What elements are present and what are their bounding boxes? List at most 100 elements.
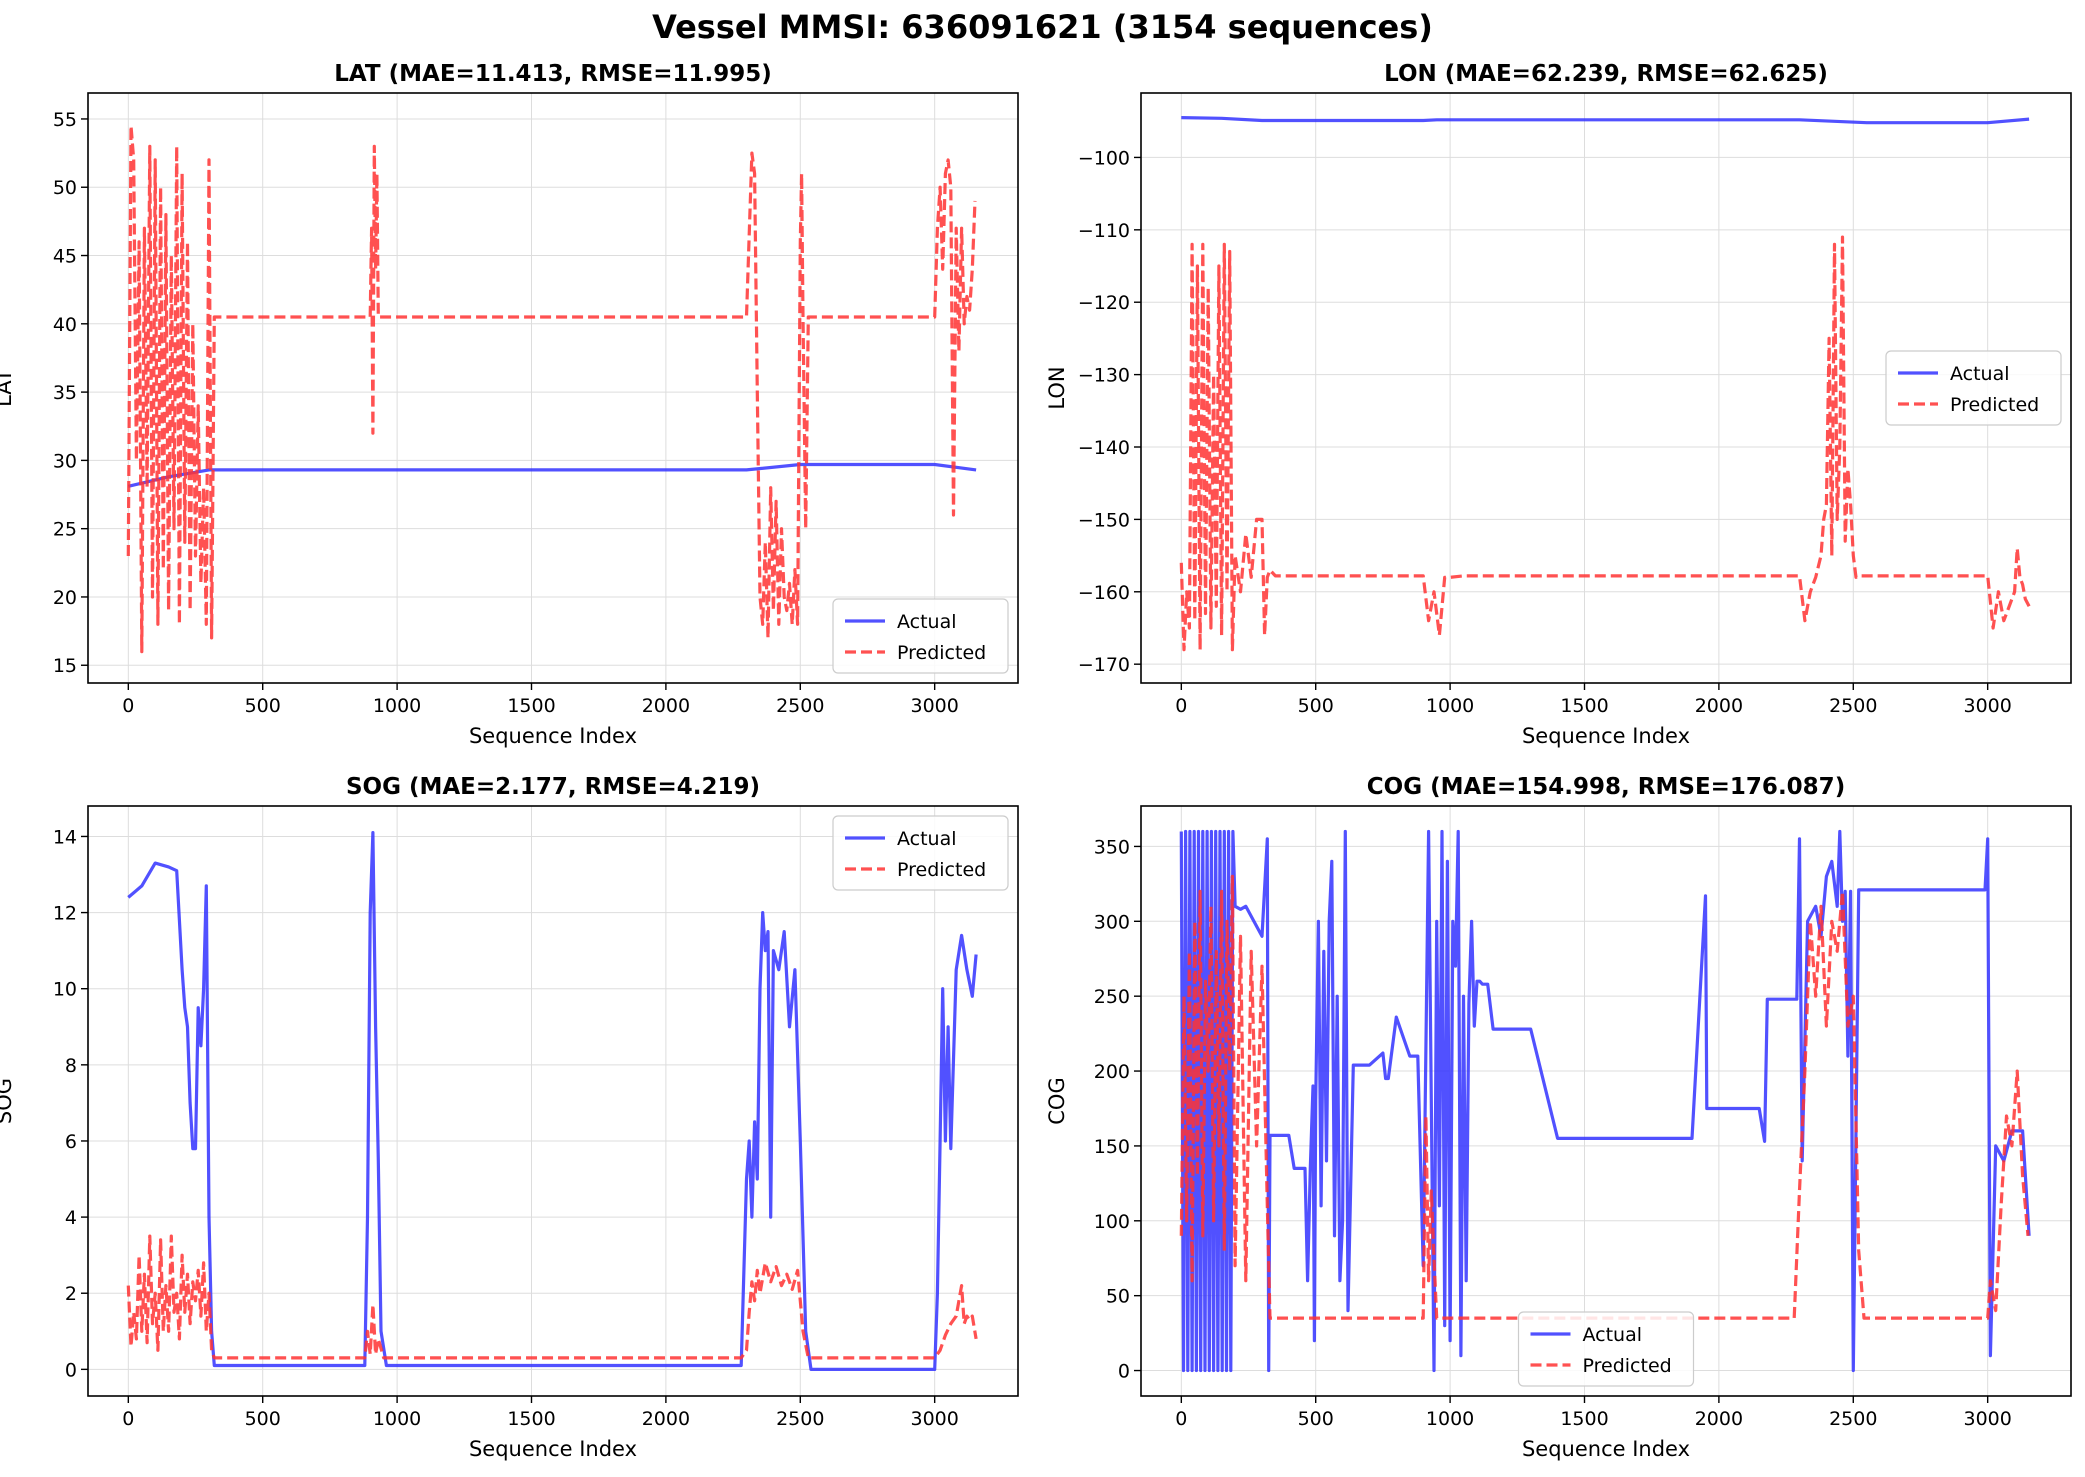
legend-label-predicted: Predicted	[1950, 394, 2039, 416]
y-tick-label: 6	[65, 1131, 77, 1153]
y-tick-label: −140	[1078, 437, 1130, 459]
y-tick-label: 250	[1094, 986, 1130, 1008]
legend-label-actual: Actual	[1950, 363, 2010, 385]
axes-frame	[1140, 92, 2072, 684]
x-axis-label: Sequence Index	[1522, 1437, 1690, 1461]
y-tick-label: −110	[1078, 220, 1130, 242]
x-tick-label: 2500	[776, 1408, 824, 1430]
legend-label-predicted: Predicted	[1583, 1355, 1672, 1377]
panel-lon: 0 500 1000 1500 2000 2500 3000 −170 −160 −150 −140…	[1045, 61, 2072, 748]
y-axis-label: SOG	[0, 1078, 16, 1124]
y-tick-label: −100	[1078, 147, 1130, 169]
panel-sog: 0 500 1000 1500 2000 2500 3000 0 2 4 6 8 10 12 14 SOG (…	[0, 774, 1019, 1461]
x-tick-label: 1000	[373, 695, 421, 717]
legend: Actual Predicted	[832, 598, 1009, 674]
y-tick-label: 350	[1094, 836, 1130, 858]
y-tick-label: 150	[1094, 1136, 1130, 1158]
y-tick-label: 50	[53, 177, 77, 199]
y-tick-label: 8	[65, 1055, 77, 1077]
x-tick-label: 1500	[1560, 1408, 1608, 1430]
y-tick-label: 2	[65, 1283, 77, 1305]
x-tick-label: 1000	[373, 1408, 421, 1430]
series-line-actual	[127, 830, 978, 1372]
legend: Actual Predicted	[1517, 1311, 1695, 1387]
y-tick-label: 20	[53, 587, 77, 609]
y-tick-label: 40	[53, 314, 77, 336]
x-tick-label: 3000	[1963, 695, 2011, 717]
y-tick-label: 45	[53, 246, 77, 268]
legend-label-actual: Actual	[897, 828, 957, 850]
x-tick-label: 1500	[1560, 695, 1608, 717]
y-tick-label: 14	[53, 826, 77, 848]
x-tick-label: 3000	[910, 695, 958, 717]
x-tick-label: 500	[1298, 695, 1334, 717]
y-tick-label: 300	[1094, 911, 1130, 933]
y-tick-label: 12	[53, 903, 77, 925]
x-tick-label: 0	[1175, 695, 1187, 717]
axes-frame	[87, 805, 1019, 1397]
x-tick-label: 1500	[507, 1408, 555, 1430]
x-tick-label: 1000	[1426, 695, 1474, 717]
y-tick-label: 35	[53, 382, 77, 404]
x-tick-label: 500	[245, 1408, 281, 1430]
x-tick-label: 1000	[1426, 1408, 1474, 1430]
y-tick-label: 10	[53, 979, 77, 1001]
series-line-actual	[1181, 116, 2030, 125]
y-tick-label: −160	[1078, 582, 1130, 604]
panel-lat: 0 500 1000 1500 2000 2500 3000 15 20 25 30 35 40 45 50…	[0, 61, 1019, 748]
x-axis-label: Sequence Index	[469, 1437, 637, 1461]
y-tick-label: −120	[1078, 292, 1130, 314]
y-tick-label: 25	[53, 519, 77, 541]
x-tick-label: 500	[1298, 1408, 1334, 1430]
x-tick-label: 0	[1175, 1408, 1187, 1430]
x-tick-label: 2500	[776, 695, 824, 717]
x-tick-label: 0	[122, 695, 134, 717]
y-tick-label: 4	[65, 1207, 77, 1229]
y-tick-label: −150	[1078, 509, 1130, 531]
x-tick-label: 500	[245, 695, 281, 717]
x-tick-label: 3000	[910, 1408, 958, 1430]
chart-title: LAT (MAE=11.413, RMSE=11.995)	[334, 61, 771, 87]
chart-title: SOG (MAE=2.177, RMSE=4.219)	[346, 774, 760, 800]
panel-cog: 0 500 1000 1500 2000 2500 3000 0 50 100 150 200 250 3…	[1045, 774, 2072, 1461]
legend-box	[832, 598, 1009, 674]
series-line-predicted	[1179, 874, 2030, 1320]
axes-frame	[1140, 805, 2072, 1397]
y-tick-label: 0	[65, 1359, 77, 1381]
x-tick-label: 2000	[1695, 1408, 1743, 1430]
legend-box	[1517, 1311, 1695, 1387]
series-line-predicted	[1179, 235, 2031, 652]
x-axis-label: Sequence Index	[1522, 724, 1690, 748]
x-tick-label: 2000	[642, 1408, 690, 1430]
series-line-actual	[1179, 829, 2031, 1373]
y-axis-label: LON	[1045, 366, 1069, 409]
x-tick-label: 2000	[1695, 695, 1743, 717]
series-line-predicted	[126, 124, 977, 654]
y-axis-label: COG	[1045, 1077, 1069, 1124]
legend-box	[832, 815, 1009, 891]
x-tick-label: 2500	[1829, 695, 1877, 717]
axes-frame	[87, 92, 1019, 684]
y-tick-label: −170	[1078, 654, 1130, 676]
legend-label-actual: Actual	[1583, 1324, 1643, 1346]
y-tick-label: 50	[1106, 1286, 1130, 1308]
x-tick-label: 0	[122, 1408, 134, 1430]
y-tick-label: 55	[53, 109, 77, 131]
x-tick-label: 2500	[1829, 1408, 1877, 1430]
y-tick-label: −130	[1078, 365, 1130, 387]
legend-label-predicted: Predicted	[897, 859, 986, 881]
legend: Actual Predicted	[832, 815, 1009, 891]
series-line-predicted	[126, 1234, 978, 1360]
y-tick-label: 0	[1118, 1361, 1130, 1383]
y-tick-label: 100	[1094, 1211, 1130, 1233]
y-tick-label: 15	[53, 655, 77, 677]
figure-suptitle: Vessel MMSI: 636091621 (3154 sequences)	[652, 8, 1433, 46]
legend-label-actual: Actual	[897, 611, 957, 633]
x-tick-label: 1500	[507, 695, 555, 717]
x-axis-label: Sequence Index	[469, 724, 637, 748]
x-tick-label: 3000	[1963, 1408, 2011, 1430]
legend: Actual Predicted	[1885, 350, 2062, 426]
y-tick-label: 200	[1094, 1061, 1130, 1083]
y-tick-label: 30	[53, 450, 77, 472]
